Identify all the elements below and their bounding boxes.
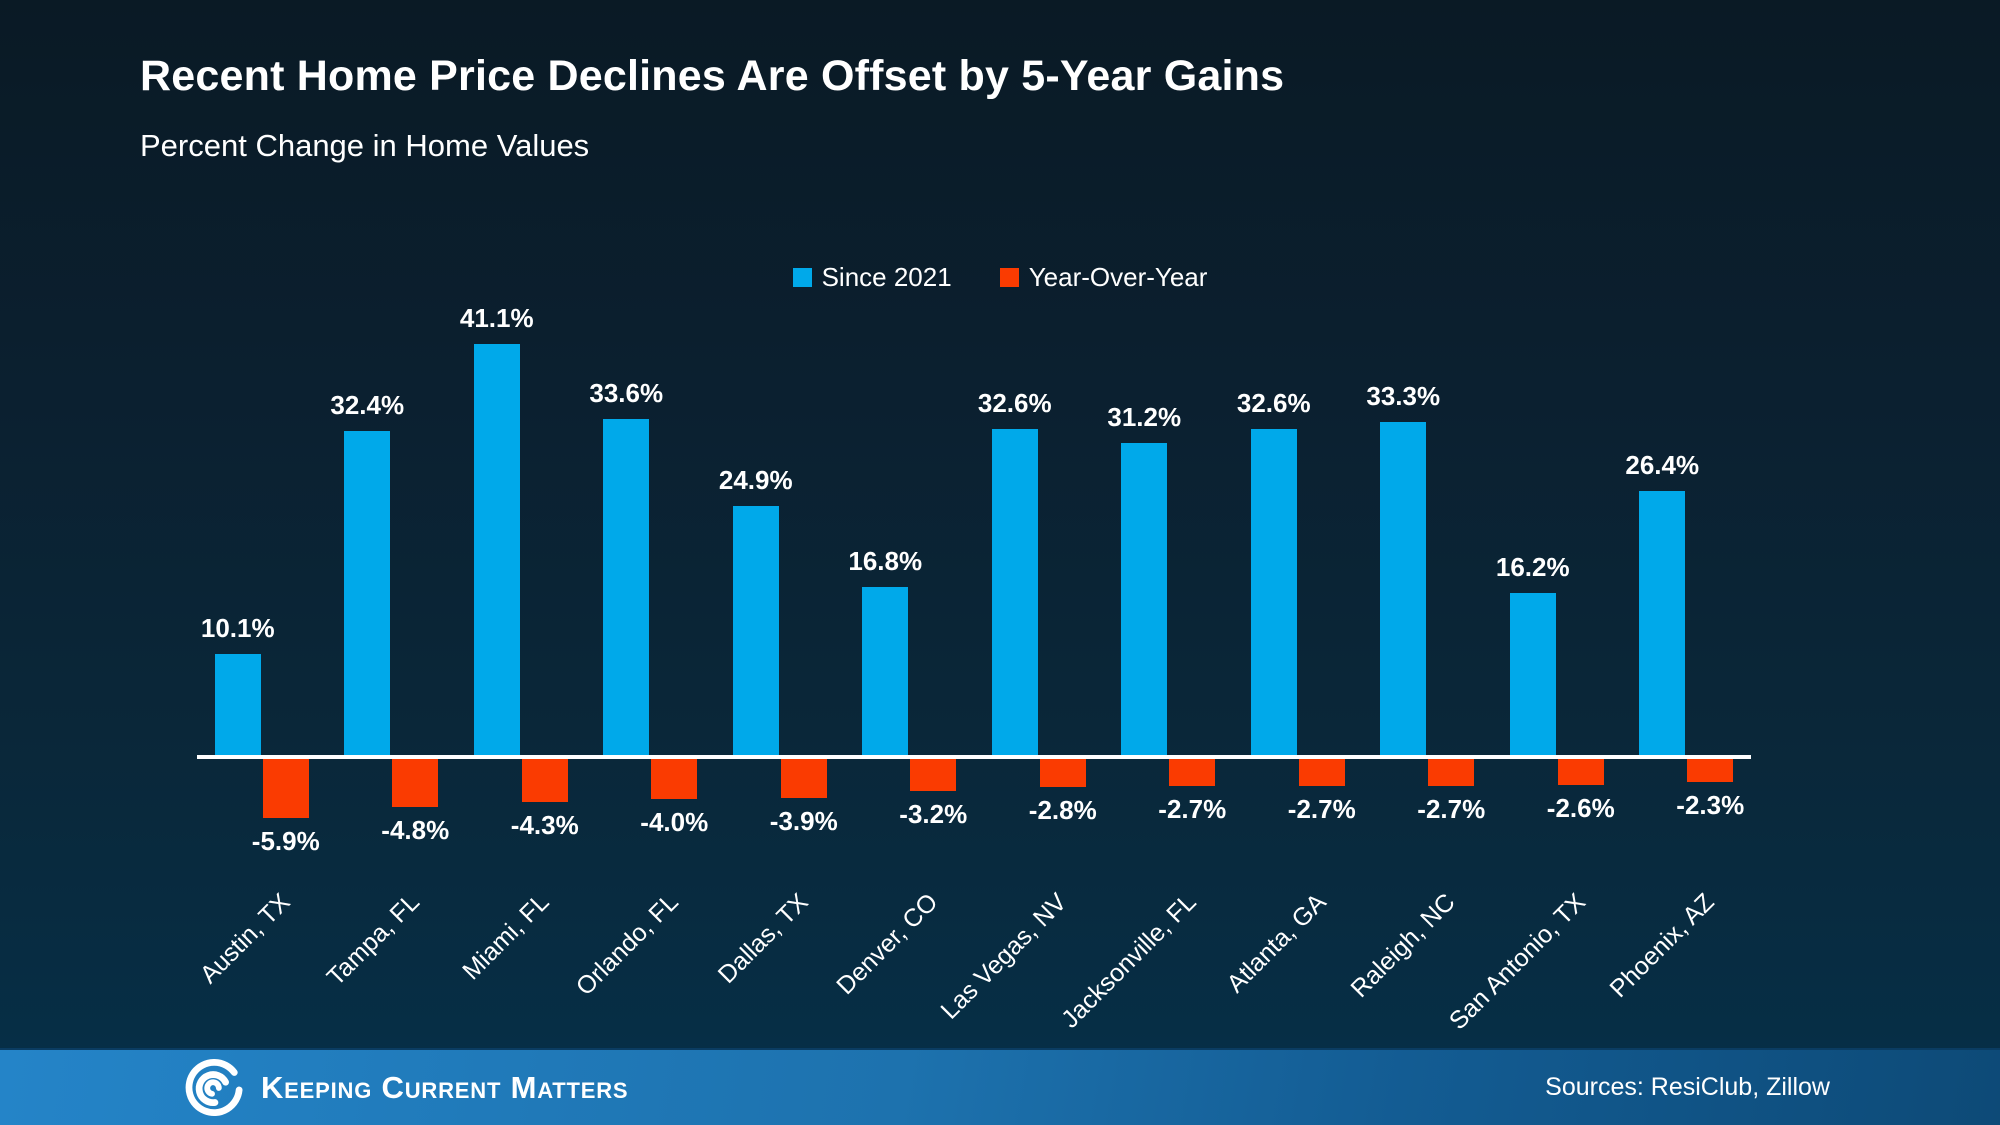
brand-name: Keeping Current Matters [261,1069,629,1105]
footer-bar: Keeping Current Matters Sources: ResiClu… [0,1048,2000,1125]
legend-item-since-2021: Since 2021 [792,262,952,293]
bar-year-over-year [521,759,568,802]
bar-since-2021 [1509,593,1556,755]
bar-since-2021 [473,344,520,755]
bar-year-over-year [1169,759,1216,786]
bar-group: 31.2% -2.7% Jacksonville, FL [1056,300,1234,1045]
bar-value-label-negative: -2.7% [1287,794,1356,824]
page-subtitle: Percent Change in Home Values [140,128,590,163]
bar-value-label-negative: -5.9% [251,826,320,856]
bar-value-label-negative: -4.3% [510,810,579,840]
bar-year-over-year [780,759,827,798]
bar-chart: 10.1% -5.9% Austin, TX 32.4% -4.8% Tampa… [194,300,1752,1045]
bar-value-label-positive: 32.6% [977,388,1052,418]
bar-value-label-negative: -4.0% [640,807,709,837]
x-axis-category-label: Raleigh, NC [1345,888,1462,1004]
legend-label-since-2021: Since 2021 [821,262,952,292]
bar-value-label-positive: 41.1% [459,303,534,333]
bar-year-over-year [392,759,439,807]
kcm-swirl-logo-icon [185,1058,243,1116]
bar-since-2021 [1121,443,1168,755]
page-title: Recent Home Price Declines Are Offset by… [140,52,1285,100]
bar-year-over-year [1687,759,1734,782]
legend-swatch-blue-icon [792,268,812,287]
bar-value-label-positive: 16.8% [848,546,923,576]
bar-since-2021 [1250,429,1297,755]
x-axis-category-label: Phoenix, AZ [1604,888,1721,1004]
x-axis-category-label: Dallas, TX [712,888,814,990]
bar-year-over-year [1428,759,1475,786]
bar-since-2021 [1380,422,1427,755]
bar-value-label-negative: -2.6% [1546,793,1615,823]
x-axis-category-label: Miami, FL [457,888,555,986]
x-axis-category-label: Denver, CO [830,888,944,1001]
bar-value-label-negative: -2.7% [1417,794,1486,824]
bar-value-label-positive: 31.2% [1107,402,1182,432]
bar-since-2021 [732,506,779,755]
bar-group: 32.4% -4.8% Tampa, FL [322,300,457,1045]
bar-group: 33.6% -4.0% Orlando, FL [571,300,716,1045]
bar-value-label-positive: 33.6% [589,378,664,408]
bar-value-label-negative: -2.3% [1676,790,1745,820]
bar-group: 10.1% -5.9% Austin, TX [194,300,327,1045]
bar-value-label-positive: 16.2% [1495,552,1570,582]
legend-item-year-over-year: Year-Over-Year [999,262,1208,293]
bar-year-over-year [1298,759,1345,786]
bar-year-over-year [651,759,698,799]
bar-year-over-year [910,759,957,791]
bar-value-label-negative: -3.2% [899,799,968,829]
bar-group: 24.9% -3.9% Dallas, TX [712,300,845,1045]
bar-value-label-positive: 24.9% [718,465,793,495]
brand-lockup: Keeping Current Matters [185,1058,629,1117]
x-axis-category-label: Austin, TX [194,888,296,990]
bar-value-label-positive: 26.4% [1625,450,1700,480]
bar-value-label-positive: 33.3% [1366,381,1441,411]
sources-text: Sources: ResiClub, Zillow [1545,1073,1830,1101]
bar-since-2021 [862,587,909,755]
bar-since-2021 [1639,491,1686,755]
bar-value-label-positive: 10.1% [200,613,275,643]
bar-since-2021 [344,431,391,755]
bar-since-2021 [991,429,1038,755]
x-axis-category-label: Atlanta, GA [1221,888,1332,999]
bar-value-label-positive: 32.6% [1236,388,1311,418]
x-axis-line [197,755,1751,759]
bar-year-over-year [1557,759,1604,785]
chart-legend: Since 2021 Year-Over-Year [0,262,2000,293]
bar-group: 16.2% -2.6% San Antonio, TX [1443,300,1622,1045]
x-axis-category-label: Orlando, FL [570,888,685,1002]
x-axis-category-label: Tampa, FL [321,888,426,992]
bar-group: 16.8% -3.2% Denver, CO [831,300,975,1045]
bar-group: 32.6% -2.7% Atlanta, GA [1221,300,1363,1045]
bar-year-over-year [262,759,309,818]
bar-value-label-positive: 32.4% [330,390,405,420]
legend-swatch-orange-icon [999,268,1019,287]
bar-value-label-negative: -4.8% [381,815,450,845]
legend-label-year-over-year: Year-Over-Year [1028,262,1208,292]
bar-value-label-negative: -2.8% [1028,795,1097,825]
bar-group: 26.4% -2.3% Phoenix, AZ [1605,300,1752,1045]
bar-group: 33.3% -2.7% Raleigh, NC [1346,300,1493,1045]
bar-year-over-year [1039,759,1086,787]
bar-group: 41.1% -4.3% Miami, FL [456,300,586,1045]
bar-since-2021 [214,654,261,755]
bar-group: 32.6% -2.8% Las Vegas, NV [936,300,1104,1045]
bar-since-2021 [603,419,650,755]
bar-value-label-negative: -3.9% [769,806,838,836]
bar-value-label-negative: -2.7% [1158,794,1227,824]
